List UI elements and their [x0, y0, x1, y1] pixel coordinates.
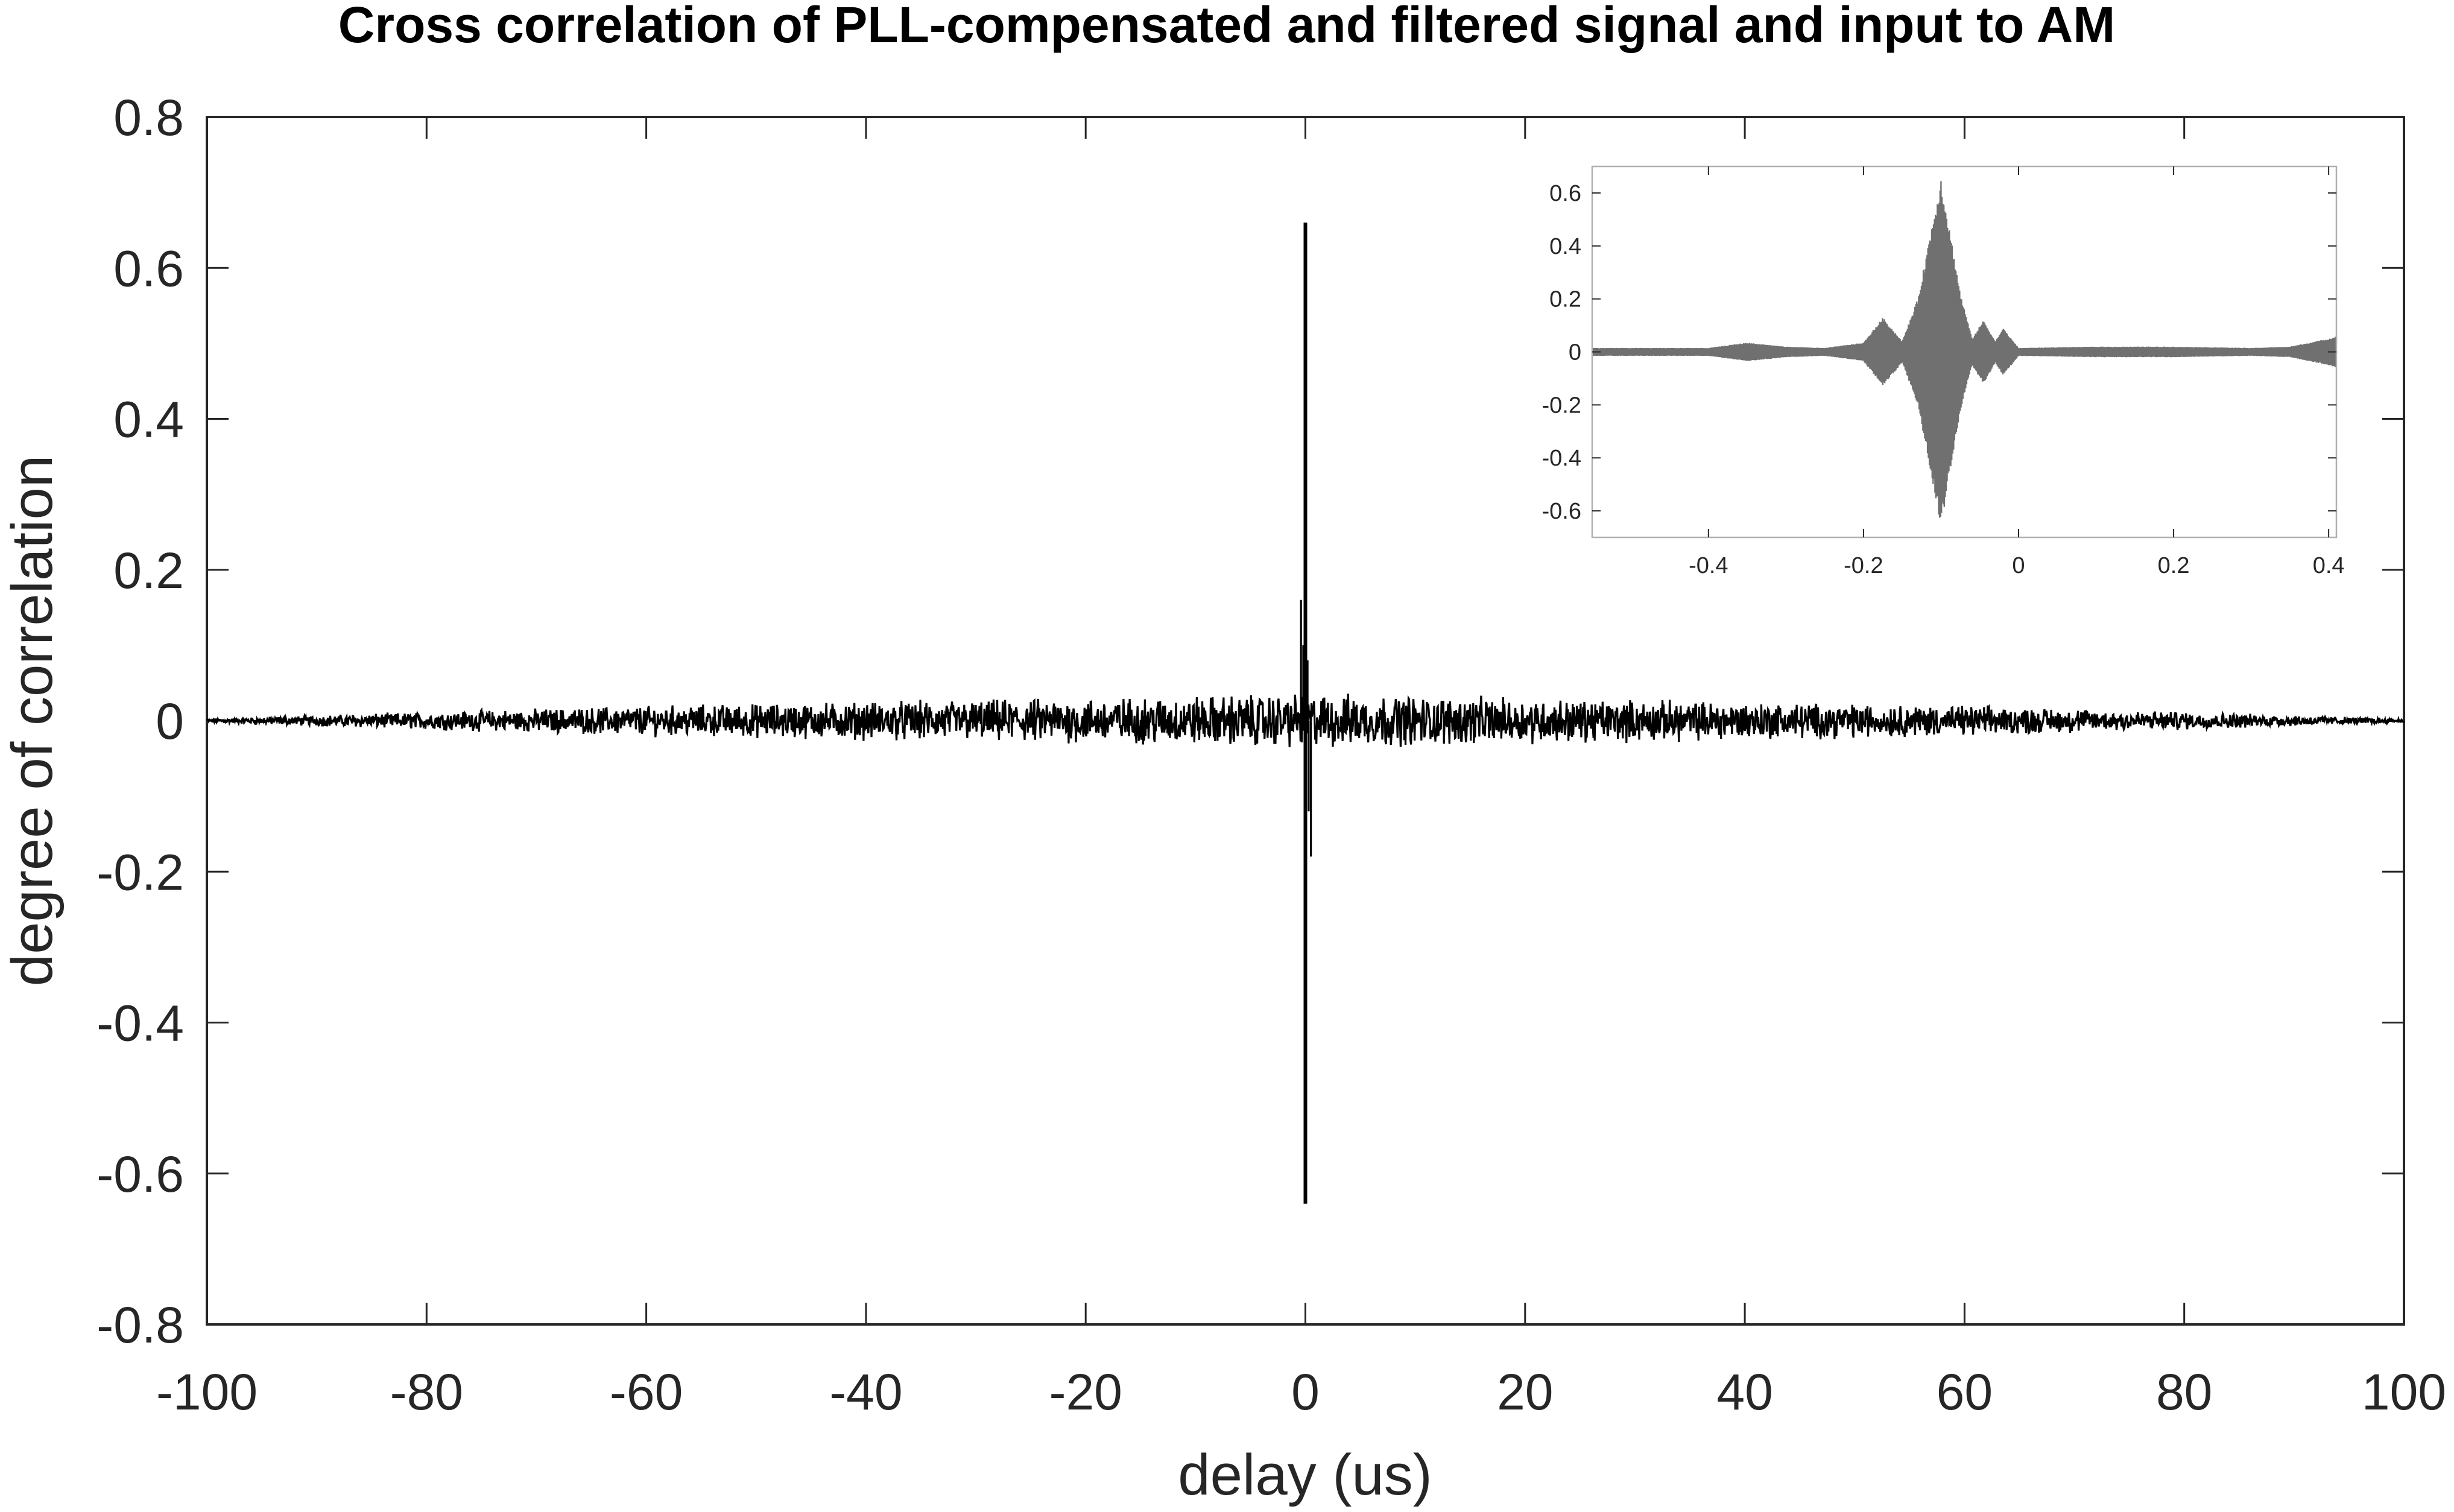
x-tick-label: 20 — [1497, 1364, 1553, 1420]
x-tick-label: 0 — [1291, 1364, 1320, 1420]
inset-y-tick-label: -0.2 — [1542, 393, 1581, 418]
x-tick-label: 100 — [2362, 1364, 2446, 1420]
x-tick-label: -80 — [390, 1364, 463, 1420]
x-tick-label: -20 — [1049, 1364, 1122, 1420]
inset-ticks — [1592, 166, 2336, 537]
inset-x-tick-label: -0.4 — [1689, 553, 1728, 578]
y-tick-label: 0 — [156, 693, 184, 750]
x-tick-label: 60 — [1937, 1364, 1993, 1420]
inset-x-tick-label: -0.2 — [1844, 553, 1883, 578]
inset-x-tick-label: 0.2 — [2158, 553, 2190, 578]
inset-y-tick-label: 0.2 — [1549, 287, 1581, 312]
inset-signal-series — [1591, 181, 2338, 518]
inset-y-tick-label: 0 — [1569, 340, 1581, 365]
y-tick-label: 0.2 — [113, 542, 184, 599]
inset-y-tick-label: -0.6 — [1542, 499, 1581, 524]
inset-y-tick-label: 0.4 — [1549, 234, 1581, 259]
x-axis-label: delay (us) — [1178, 1443, 1432, 1507]
y-tick-label: 0.4 — [113, 391, 184, 448]
y-tick-label: 0.6 — [113, 240, 184, 297]
x-tick-label: 80 — [2156, 1364, 2212, 1420]
inset-tick-labels: -0.4 -0.2 0 0.2 0.4 -0.6 -0.4 -0.2 0 0.2 0.4 0.6 — [1542, 181, 2345, 578]
y-axis-label: degree of correlation — [0, 455, 65, 987]
inset-plot: -0.4 -0.2 0 0.2 0.4 -0.6 -0.4 -0.2 0 0.2 0.4 0.6 — [1542, 165, 2345, 578]
inset-x-tick-label: 0 — [2012, 553, 2025, 578]
y-tick-label: -0.2 — [96, 844, 184, 900]
x-tick-label: 40 — [1716, 1364, 1773, 1420]
main-tick-labels: -100 -80 -60 -40 -20 0 20 40 60 80 100-0.8-0.6-0.4… — [96, 89, 2446, 1420]
y-tick-label: 0.8 — [113, 89, 184, 146]
inset-x-tick-label: 0.4 — [2313, 553, 2345, 578]
x-tick-label: -60 — [610, 1364, 683, 1420]
y-tick-label: -0.6 — [96, 1146, 184, 1203]
inset-y-tick-label: 0.6 — [1549, 181, 1581, 206]
y-tick-label: -0.4 — [96, 995, 184, 1052]
x-tick-label: -40 — [829, 1364, 902, 1420]
chart-title: Cross correlation of PLL-compensated and… — [338, 0, 2115, 53]
y-tick-label: -0.8 — [96, 1297, 184, 1353]
x-tick-label: -100 — [156, 1364, 258, 1420]
inset-y-tick-label: -0.4 — [1542, 446, 1581, 471]
